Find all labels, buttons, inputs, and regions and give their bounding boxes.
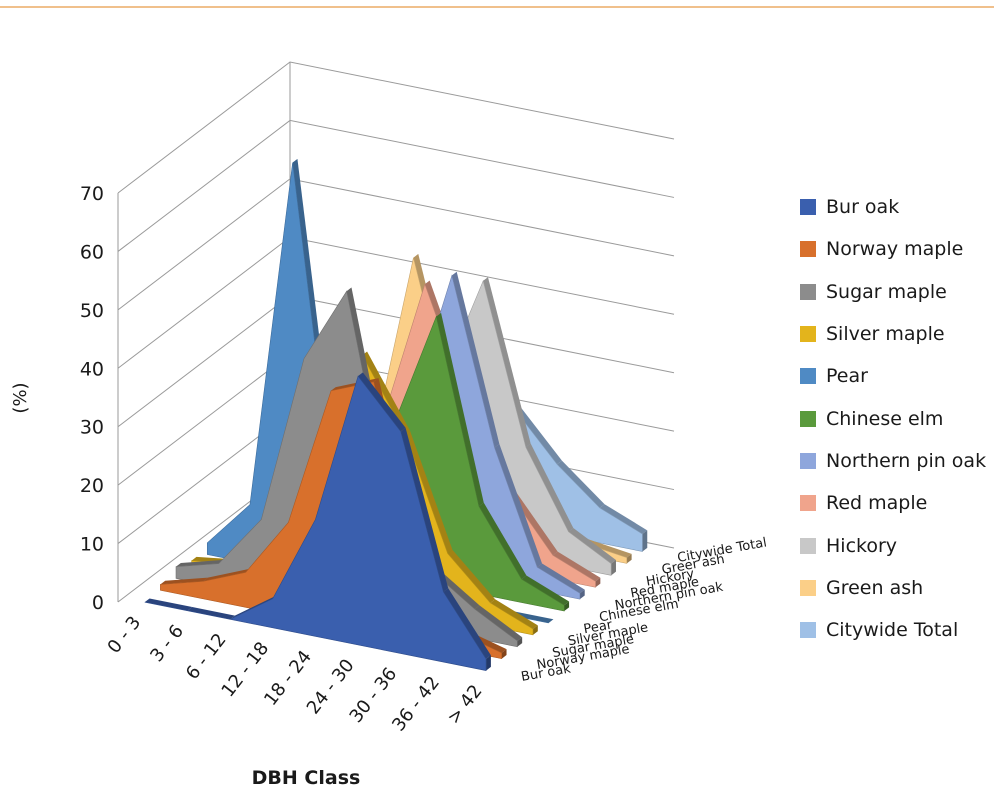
series-top-facet bbox=[514, 405, 562, 465]
series-end-cap bbox=[501, 649, 507, 659]
y-tick-labels: 0 10 20 30 40 50 60 70 bbox=[80, 183, 104, 614]
y-tick-label: 60 bbox=[80, 241, 104, 263]
legend-item-citywide-total: Citywide Total bbox=[800, 609, 990, 651]
legend-item-sugar-maple: Sugar maple bbox=[800, 271, 990, 313]
series-top-facet bbox=[599, 504, 648, 534]
legend-swatch bbox=[800, 368, 816, 385]
chart-legend: Bur oak Norway maple Sugar maple Silver map… bbox=[800, 186, 990, 651]
y-tick-label: 30 bbox=[80, 417, 104, 439]
series-top-facet bbox=[474, 605, 523, 641]
series-top-facet bbox=[537, 563, 585, 594]
series-end-cap bbox=[579, 589, 585, 600]
legend-swatch bbox=[800, 410, 816, 427]
series-top-facet bbox=[362, 351, 410, 434]
series-top-facet bbox=[490, 599, 538, 630]
legend-swatch bbox=[800, 579, 816, 596]
series-group bbox=[144, 158, 648, 671]
series-end-cap bbox=[595, 577, 601, 588]
series-top-facet bbox=[443, 588, 491, 659]
legend-label: Northern pin oak bbox=[826, 449, 987, 472]
legend-swatch bbox=[800, 452, 816, 469]
series-end-cap bbox=[564, 601, 570, 612]
x-tick-label: 6 - 12 bbox=[182, 630, 231, 684]
series-top-facet bbox=[552, 551, 601, 582]
x-axis-title: DBH Class bbox=[252, 767, 361, 789]
gridline bbox=[117, 119, 675, 252]
legend-swatch bbox=[800, 199, 816, 216]
series-bur-oak bbox=[144, 372, 491, 671]
series-top-facet bbox=[494, 443, 543, 568]
legend-item-norway-maple: Norway maple bbox=[800, 228, 990, 270]
series-top-facet bbox=[447, 549, 496, 603]
gridline bbox=[117, 178, 675, 311]
series-end-cap bbox=[517, 637, 523, 647]
series-end-cap bbox=[611, 559, 616, 576]
series-end-cap bbox=[486, 655, 491, 671]
series-top-facet bbox=[187, 607, 235, 620]
series-top-facet bbox=[557, 460, 605, 508]
legend-label: Bur oak bbox=[826, 196, 900, 219]
series-area-bur-oak bbox=[144, 375, 487, 671]
series-top-facet bbox=[436, 312, 484, 507]
series-end-cap bbox=[532, 625, 538, 635]
series-top-facet bbox=[203, 568, 251, 582]
legend-swatch bbox=[800, 495, 816, 512]
y-tick-label: 0 bbox=[92, 592, 104, 614]
legend-swatch bbox=[800, 283, 816, 300]
y-tick-label: 70 bbox=[80, 183, 104, 205]
legend-label: Silver maple bbox=[826, 323, 945, 346]
legend-label: Green ash bbox=[826, 576, 924, 599]
legend-label: Sugar maple bbox=[826, 280, 947, 303]
legend-swatch bbox=[800, 241, 816, 258]
legend-label: Hickory bbox=[826, 534, 898, 557]
x-tick-label: 3 - 6 bbox=[146, 621, 188, 666]
series-end-cap bbox=[626, 553, 632, 564]
series-top-facet bbox=[144, 598, 193, 611]
legend-item-chinese-elm: Chinese elm bbox=[800, 397, 990, 439]
series-top-facet bbox=[525, 443, 574, 532]
series-top-facet bbox=[400, 427, 449, 592]
legend-swatch bbox=[800, 326, 816, 343]
y-tick-label: 10 bbox=[80, 534, 104, 556]
series-top-facet bbox=[230, 594, 278, 620]
y-tick-label: 50 bbox=[80, 300, 104, 322]
legend-swatch bbox=[800, 537, 816, 554]
y-axis-title: (%) bbox=[10, 382, 31, 413]
legend-item-red-maple: Red maple bbox=[800, 482, 990, 524]
legend-swatch bbox=[800, 622, 816, 639]
series-top-facet bbox=[510, 490, 558, 556]
legend-item-pear: Pear bbox=[800, 355, 990, 397]
series-top-facet bbox=[358, 372, 406, 432]
series-top-facet bbox=[584, 539, 632, 558]
legend-label: Chinese elm bbox=[826, 407, 944, 430]
series-top-facet bbox=[568, 528, 616, 564]
legend-label: Pear bbox=[826, 365, 868, 388]
x-tick-label: > 42 bbox=[443, 681, 486, 728]
top-divider bbox=[0, 6, 994, 8]
legend-label: Citywide Total bbox=[826, 619, 959, 642]
series-top-facet bbox=[483, 277, 531, 448]
series-top-facet bbox=[451, 271, 500, 448]
legend-item-green-ash: Green ash bbox=[800, 567, 990, 609]
series-end-cap bbox=[642, 530, 648, 552]
y-tick-label: 40 bbox=[80, 358, 104, 380]
legend-item-bur-oak: Bur oak bbox=[800, 186, 990, 228]
depth-label: Pear bbox=[582, 617, 613, 637]
series-top-facet bbox=[176, 559, 224, 567]
series-top-facet bbox=[478, 502, 527, 580]
legend-item-northern-pin-oak: Northern pin oak bbox=[800, 440, 990, 482]
x-tick-label: 0 - 3 bbox=[104, 612, 146, 657]
gridline bbox=[117, 61, 675, 194]
series-top-facet bbox=[160, 577, 208, 585]
legend-label: Red maple bbox=[826, 492, 928, 515]
series-top-facet bbox=[521, 575, 570, 606]
y-tick-label: 20 bbox=[80, 475, 104, 497]
legend-item-hickory: Hickory bbox=[800, 524, 990, 566]
legend-label: Norway maple bbox=[826, 238, 964, 261]
series-top-facet bbox=[404, 430, 453, 554]
legend-item-silver-maple: Silver maple bbox=[800, 313, 990, 355]
